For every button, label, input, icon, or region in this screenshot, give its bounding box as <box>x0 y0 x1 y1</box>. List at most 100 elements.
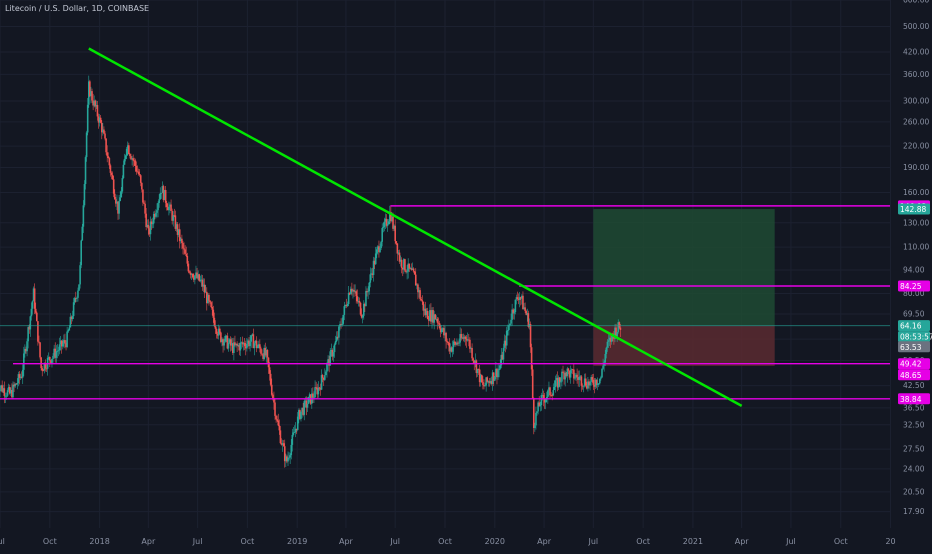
candle-body <box>307 396 310 404</box>
candle-body <box>53 348 55 356</box>
candle-body <box>395 241 398 244</box>
candle-body <box>108 158 111 166</box>
candle-body <box>568 370 571 378</box>
candle-body <box>174 215 177 229</box>
candle-body <box>365 291 367 307</box>
candle-body <box>296 416 299 430</box>
candle-body <box>30 308 33 317</box>
candle-body <box>34 308 37 313</box>
candle-body <box>567 368 570 371</box>
candle-body <box>97 116 100 123</box>
candle-body <box>195 272 197 276</box>
candle-body <box>358 300 361 303</box>
candle-body <box>303 401 306 415</box>
candle-body <box>420 299 422 301</box>
candle-body <box>573 369 575 379</box>
candle-body <box>321 375 324 378</box>
candle-body <box>436 318 439 323</box>
y-tick-label: 300.00 <box>903 96 929 105</box>
candle-body <box>374 253 377 265</box>
candle-body <box>563 372 565 380</box>
candle-body <box>317 387 320 395</box>
candle-body <box>338 326 340 338</box>
candle-body <box>248 340 250 347</box>
candle-body <box>508 325 510 331</box>
price-label-box <box>898 331 930 343</box>
price-label-text: 49.42 <box>900 360 922 369</box>
candle-body <box>460 334 463 339</box>
candle-body <box>514 299 517 313</box>
candle-body <box>409 268 412 269</box>
candle-body <box>155 212 157 217</box>
candle-body <box>228 339 231 343</box>
candle-body <box>260 348 262 354</box>
candle-body <box>581 385 584 387</box>
candle-body <box>109 165 112 173</box>
candle-body <box>554 380 557 387</box>
candle-body <box>604 353 607 363</box>
candle-body <box>475 360 478 373</box>
candle-body <box>138 174 141 176</box>
candle-body <box>614 327 616 339</box>
y-tick-label: 130.00 <box>903 218 929 227</box>
candle-body <box>306 403 309 408</box>
candle-body <box>51 358 53 364</box>
candle-body <box>12 384 14 398</box>
candle-body <box>593 384 596 387</box>
candle-body <box>213 317 216 327</box>
candle-body <box>72 302 75 317</box>
candle-body <box>156 210 158 213</box>
candle-body <box>171 210 173 221</box>
candle-body <box>462 337 465 339</box>
candle-body <box>142 189 144 203</box>
candle-body <box>144 203 146 214</box>
price-axis: 600.00 500.00 420.00 360.00 300.00 260.00 220.… <box>903 0 929 516</box>
candle-body <box>600 377 602 379</box>
candle-body <box>413 271 416 275</box>
candle-body <box>211 307 214 310</box>
candle-body <box>335 336 338 342</box>
y-tick-label: 500.00 <box>903 22 929 31</box>
candle-body <box>615 327 617 337</box>
candle-body <box>178 229 181 242</box>
candle-body <box>190 273 193 275</box>
candle-body <box>357 300 360 302</box>
candle-body <box>565 372 568 377</box>
candle-body <box>55 351 58 358</box>
candle-body <box>288 457 290 459</box>
x-tick-label: Oct <box>240 537 254 546</box>
candle-body <box>282 443 285 447</box>
candle-body <box>589 381 591 386</box>
candle-body <box>150 221 153 224</box>
candle-body <box>566 368 569 377</box>
candle-body <box>602 365 604 369</box>
candle-body <box>247 340 249 344</box>
candle-body <box>17 374 20 384</box>
candle-body <box>342 314 345 324</box>
candle-body <box>115 199 117 204</box>
x-tick-label: Oct <box>834 537 848 546</box>
candle-body <box>542 394 545 400</box>
candle-body <box>459 334 461 343</box>
candle-body <box>90 91 92 97</box>
candle-body <box>116 201 118 204</box>
candle-body <box>76 297 78 299</box>
candle-body <box>16 383 19 385</box>
candle-body <box>591 377 594 380</box>
candle-body <box>354 291 356 293</box>
candle-body <box>417 284 419 293</box>
candle-body <box>486 377 489 382</box>
candle-body <box>251 334 254 336</box>
y-tick-label: 360.00 <box>903 70 929 79</box>
candle-body <box>385 218 388 226</box>
candle-body <box>92 100 94 106</box>
candle-body <box>0 385 2 388</box>
candle-body <box>294 428 297 433</box>
candle-body <box>518 297 521 300</box>
candle-body <box>427 319 430 321</box>
candle-body <box>355 291 358 297</box>
candle-body <box>538 402 540 407</box>
candle-body <box>224 335 227 342</box>
